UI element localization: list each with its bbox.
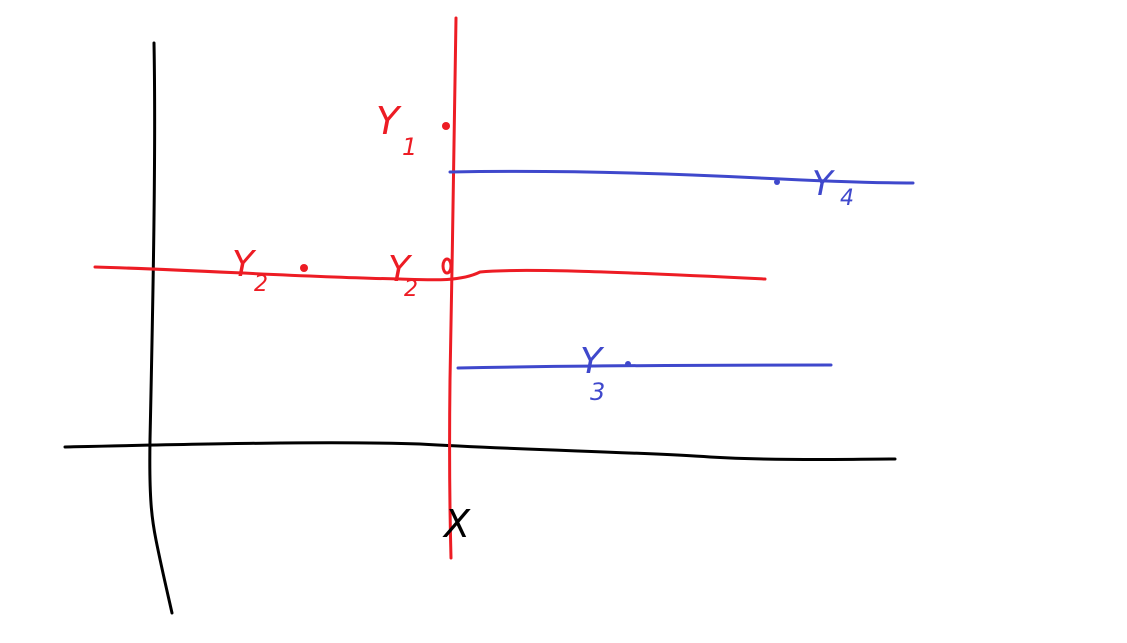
label-x: X [442,502,471,546]
point-y4 [774,179,780,185]
svg-text:Y: Y [388,249,413,290]
blue-line-upper [448,169,915,185]
horizontal-axis [63,441,897,461]
label-y4: Y 4 [812,164,854,211]
blue-line-lower [456,363,833,370]
label-y3: Y 3 [580,341,605,406]
svg-text:4: 4 [840,186,854,211]
point-y3 [625,361,631,367]
red-vertical-line [448,16,458,560]
label-y2-mid: Y 2 [388,249,418,302]
red-horizontal-line [93,265,767,282]
point-y2-left [300,264,308,272]
point-y1 [442,122,450,130]
vertical-axis [148,41,174,615]
label-y1: Y 1 [376,99,417,161]
svg-text:2: 2 [404,277,418,302]
svg-text:Y: Y [580,341,605,382]
svg-text:1: 1 [402,133,417,161]
svg-text:Y: Y [812,164,835,204]
label-y2-left: Y 2 [232,244,268,297]
point-y2-center [441,257,453,275]
svg-text:Y: Y [232,244,257,285]
svg-text:3: 3 [590,378,605,406]
svg-text:2: 2 [254,272,268,297]
svg-text:Y: Y [376,99,402,143]
